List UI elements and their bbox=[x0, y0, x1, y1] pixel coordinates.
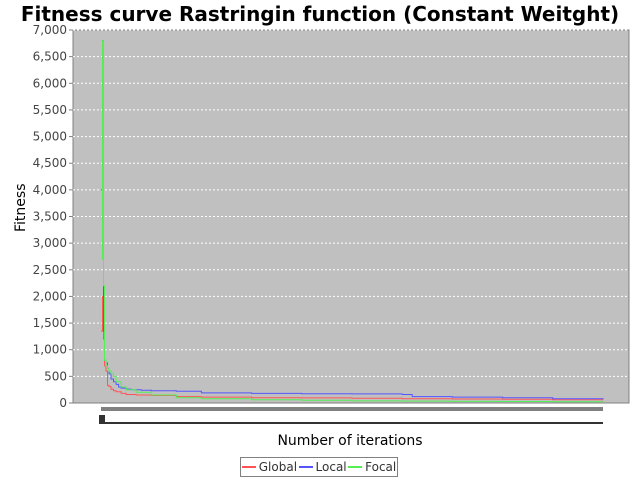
y-tick-label: 500 bbox=[44, 369, 67, 383]
y-tick-label: 0 bbox=[59, 396, 67, 410]
y-axis-label: Fitness bbox=[13, 183, 29, 233]
legend-swatch-local bbox=[298, 466, 313, 468]
series-line-global bbox=[101, 295, 604, 401]
y-tick-label: 6,000 bbox=[33, 76, 67, 90]
legend-item-focal: Focal bbox=[348, 460, 396, 474]
legend-label-global: Global bbox=[258, 460, 298, 474]
series-lines bbox=[101, 40, 604, 403]
legend-swatch-global bbox=[241, 466, 256, 468]
y-tick-label: 3,000 bbox=[33, 236, 67, 250]
y-axis-ticks: 0 500 1,000 1,500 2,000 2,500 3,000 3,500 4,000 4… bbox=[33, 23, 73, 410]
legend-item-local: Local bbox=[298, 460, 347, 474]
grid-lines bbox=[73, 29, 629, 377]
chart-title: Fitness curve Rastringin function (Const… bbox=[20, 2, 620, 26]
series-line-focal bbox=[101, 40, 604, 403]
y-tick-label: 1,500 bbox=[33, 316, 67, 330]
legend-swatch-focal bbox=[348, 466, 363, 468]
y-tick-label: 4,000 bbox=[33, 183, 67, 197]
y-tick-label: 6,500 bbox=[33, 50, 67, 64]
legend-item-global: Global bbox=[241, 460, 298, 474]
legend: Global Local Focal bbox=[240, 457, 398, 477]
x-axis-label: Number of iterations bbox=[277, 433, 423, 449]
x-axis bbox=[99, 407, 603, 424]
y-tick-label: 7,000 bbox=[33, 23, 67, 37]
y-tick-label: 2,500 bbox=[33, 263, 67, 277]
y-tick-label: 5,000 bbox=[33, 130, 67, 144]
legend-label-local: Local bbox=[315, 460, 347, 474]
y-tick-label: 5,500 bbox=[33, 103, 67, 117]
x-tick-labels bbox=[99, 415, 105, 422]
y-tick-label: 3,500 bbox=[33, 210, 67, 224]
legend-label-focal: Focal bbox=[365, 460, 397, 474]
y-tick-label: 1,000 bbox=[33, 343, 67, 357]
x-tick-band bbox=[101, 407, 603, 411]
y-tick-label: 2,000 bbox=[33, 289, 67, 303]
y-tick-label: 4,500 bbox=[33, 156, 67, 170]
